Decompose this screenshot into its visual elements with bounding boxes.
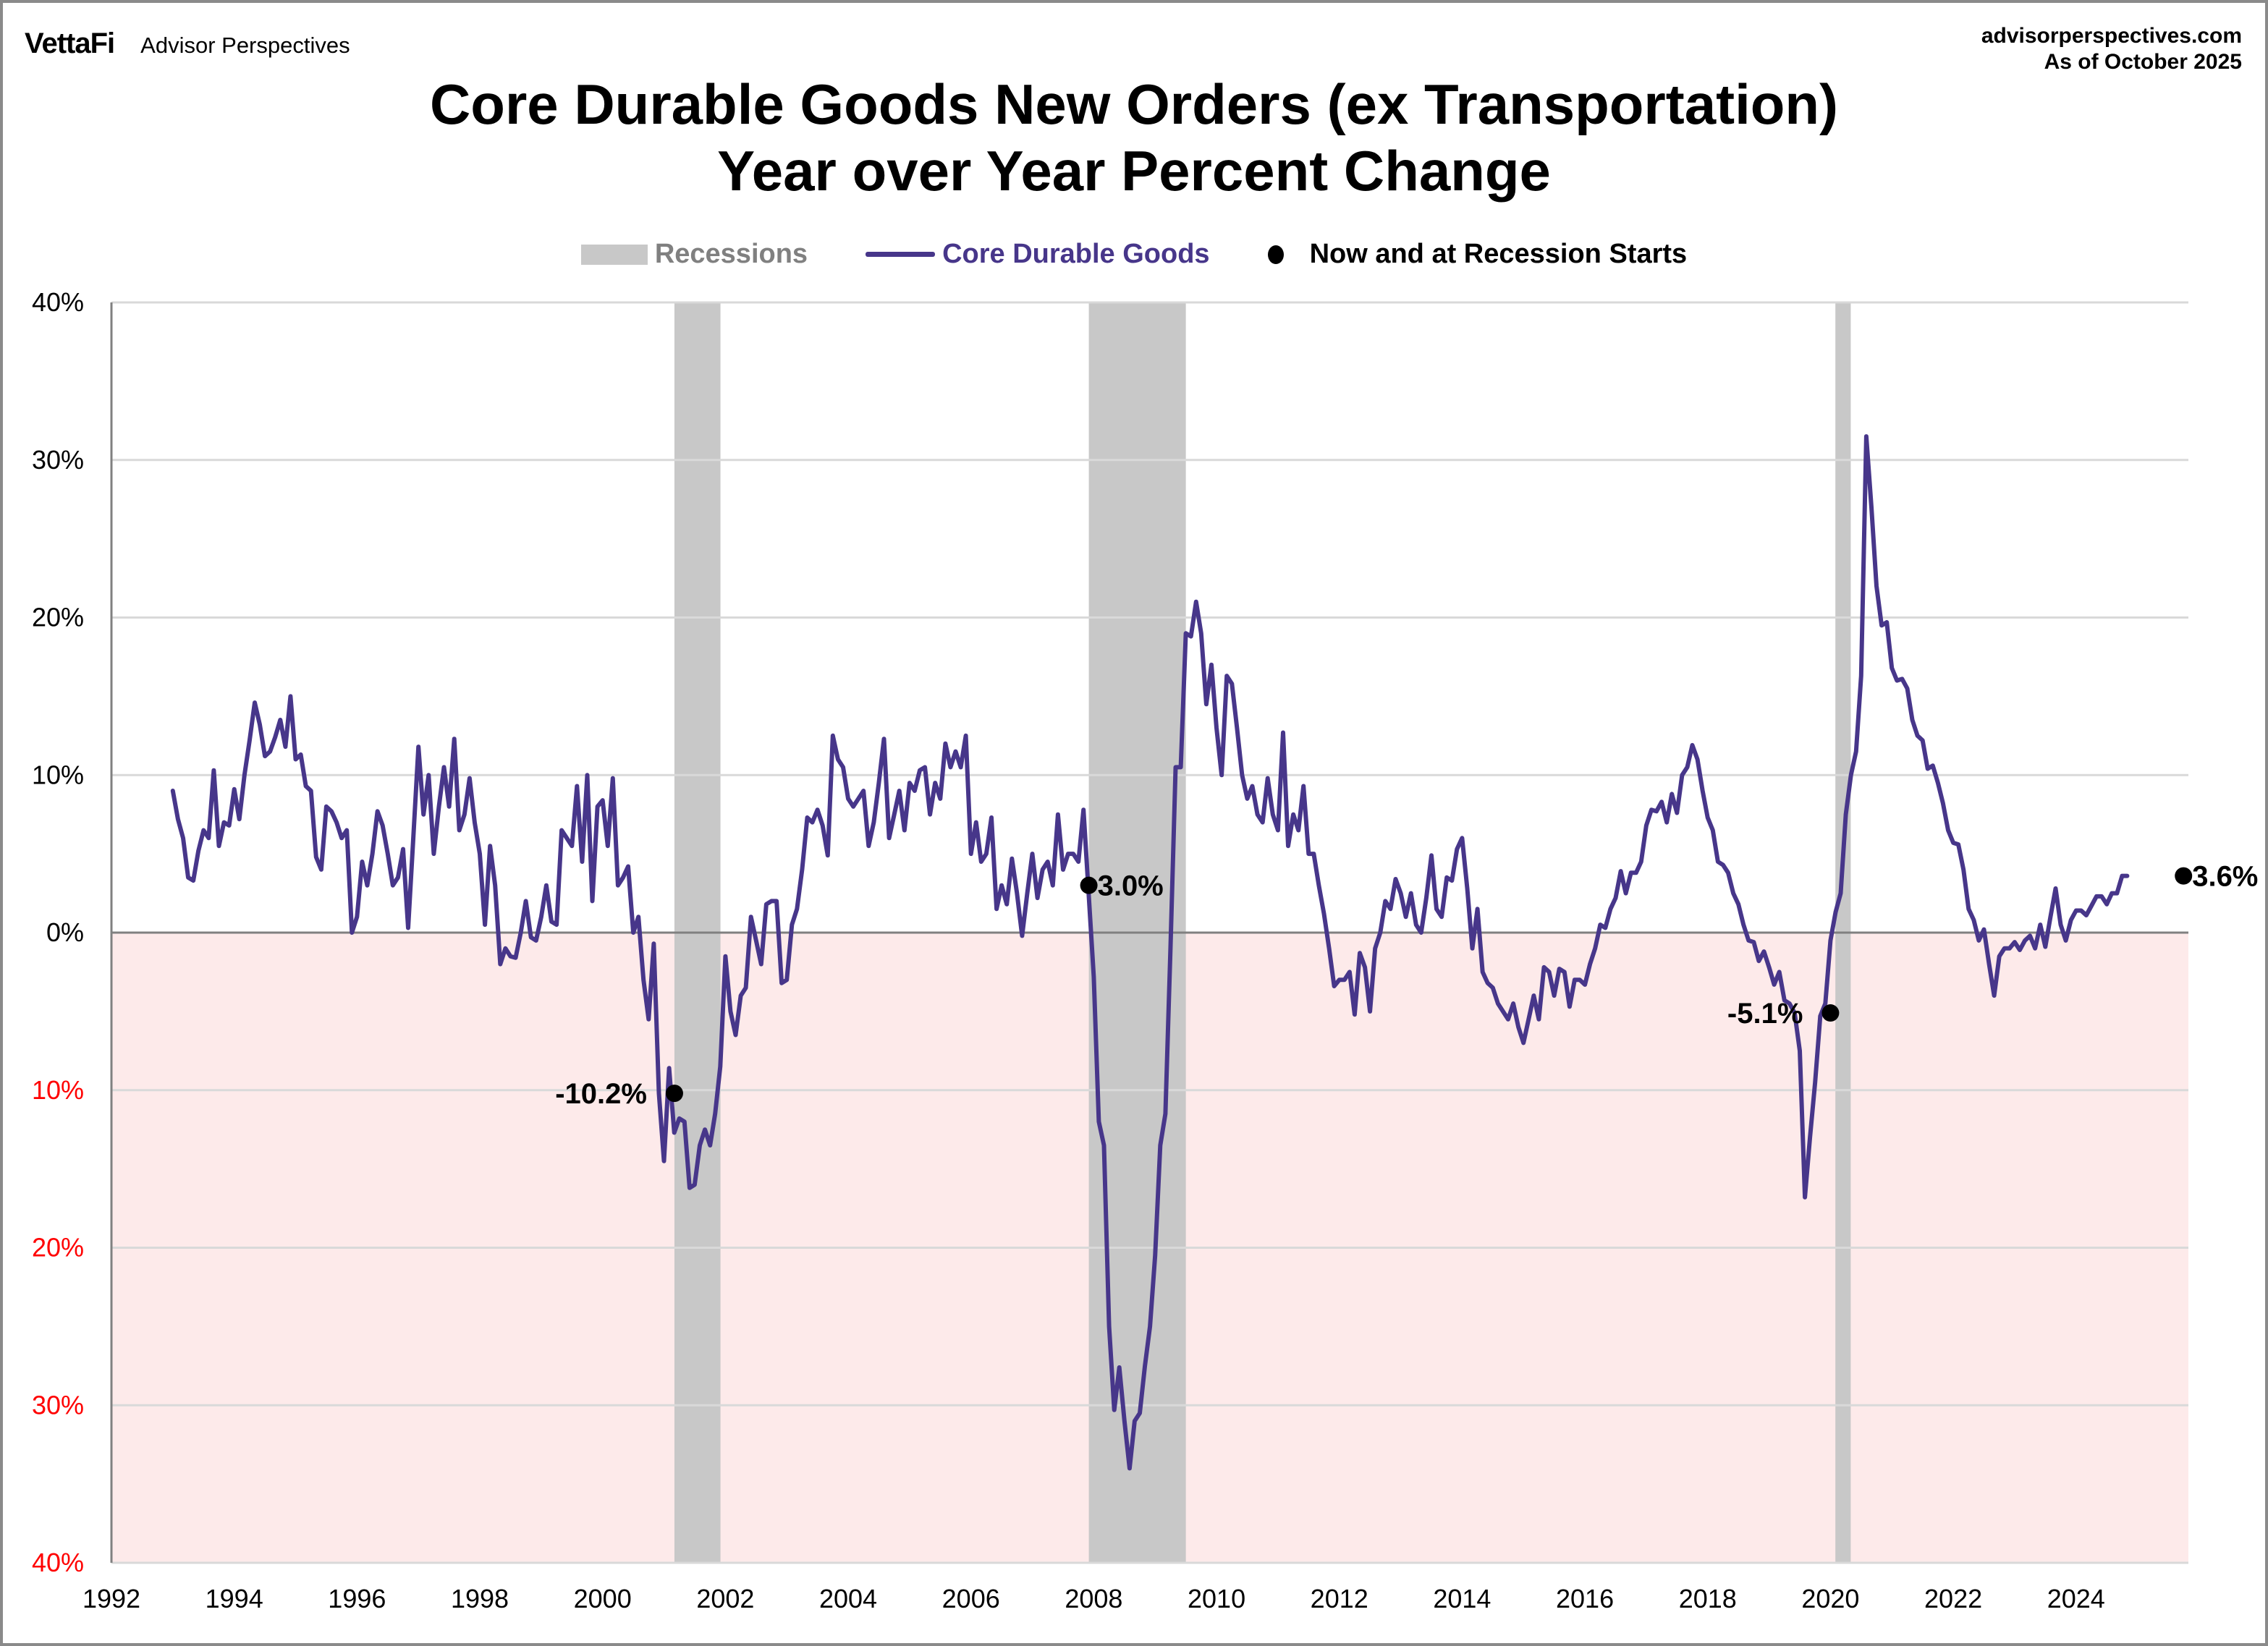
x-tick-label: 2010 (1188, 1584, 1245, 1613)
x-tick-label: 2000 (574, 1584, 632, 1613)
y-tick-label: 30% (32, 445, 84, 475)
brand-name: Advisor Perspectives (140, 33, 350, 58)
y-tick-label: 40% (32, 287, 84, 317)
legend-item-series: Core Durable Goods (866, 239, 1210, 270)
x-tick-label: 2022 (1924, 1584, 1982, 1613)
y-tick-label: 10% (32, 1075, 84, 1105)
legend-recession-swatch (580, 244, 648, 265)
marker-dot (2175, 867, 2193, 885)
marker-dot (1080, 876, 1098, 894)
series-line-core-durable-goods (170, 434, 2130, 1471)
x-tick-label: 2020 (1801, 1584, 1859, 1613)
legend-item-markers: Now and at Recession Starts (1267, 239, 1688, 270)
brand: VettaFi Advisor Perspectives (25, 27, 350, 60)
y-tick-label: 20% (32, 1233, 84, 1263)
title-line-2: Year over Year Percent Change (717, 139, 1551, 203)
x-tick-label: 2014 (1433, 1584, 1491, 1613)
marker-label: -10.2% (555, 1078, 647, 1110)
marker-label: 3.0% (1098, 870, 1164, 902)
source-site: advisorperspectives.com (1981, 24, 2242, 48)
x-tick-label: 2004 (819, 1584, 877, 1613)
x-tick-label: 1998 (451, 1584, 509, 1613)
legend-item-recessions: Recessions (580, 239, 808, 270)
legend: Recessions Core Durable Goods Now and at… (0, 239, 2268, 270)
chart-title: Core Durable Goods New Orders (ex Transp… (0, 71, 2268, 204)
legend-marker-swatch (1267, 245, 1284, 264)
y-tick-label: 10% (32, 760, 84, 789)
x-tick-label: 1996 (328, 1584, 386, 1613)
x-tick-label: 2024 (2047, 1584, 2105, 1613)
y-tick-label: 30% (32, 1390, 84, 1420)
legend-recessions-label: Recessions (654, 239, 808, 269)
source-block: advisorperspectives.com As of October 20… (1981, 23, 2242, 75)
x-tick-label: 2002 (696, 1584, 754, 1613)
marker-dot (665, 1085, 683, 1103)
marker-label: 3.6% (2192, 861, 2258, 893)
legend-markers-label: Now and at Recession Starts (1309, 239, 1688, 269)
marker-dot (1821, 1004, 1840, 1022)
x-tick-label: 2018 (1679, 1584, 1737, 1613)
x-tick-label: 2016 (1556, 1584, 1614, 1613)
x-tick-label: 2006 (942, 1584, 1000, 1613)
title-line-1: Core Durable Goods New Orders (ex Transp… (429, 72, 1839, 136)
y-tick-label: 0% (46, 917, 84, 947)
legend-series-swatch (866, 252, 936, 257)
legend-series-label: Core Durable Goods (942, 239, 1210, 269)
vettafi-logo: VettaFi (25, 27, 115, 59)
x-tick-label: 2008 (1065, 1584, 1122, 1613)
marker-label: -5.1% (1727, 998, 1803, 1030)
x-tick-label: 2012 (1311, 1584, 1368, 1613)
y-tick-label: 40% (32, 1548, 84, 1577)
x-tick-label: 1994 (206, 1584, 263, 1613)
as-of-date: As of October 2025 (2044, 50, 2242, 74)
y-tick-label: 20% (32, 603, 84, 632)
x-tick-label: 1992 (82, 1584, 140, 1613)
